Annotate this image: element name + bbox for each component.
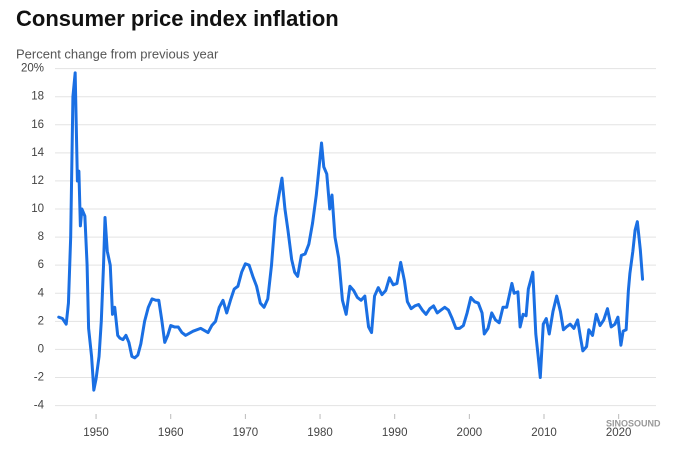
- x-tick-label: 2010: [531, 427, 557, 439]
- y-tick-label: 6: [38, 259, 44, 271]
- y-tick-label: -4: [34, 400, 45, 412]
- x-tick-label: 1960: [158, 427, 184, 439]
- line: [57, 71, 645, 392]
- y-tick-label: 16: [31, 119, 44, 131]
- x-tick-label: 1970: [233, 427, 259, 439]
- y-tick-label: 14: [31, 147, 44, 159]
- chart-title: Consumer price index inflation: [16, 6, 339, 31]
- x-tick-label: 1990: [382, 427, 408, 439]
- chart-subtitle: Percent change from previous year: [16, 46, 219, 61]
- y-tick-label: 10: [31, 203, 44, 215]
- x-tick-label: 2020: [606, 427, 632, 439]
- y-tick-label: 20%: [21, 63, 44, 75]
- x-tick-label: 2000: [457, 427, 483, 439]
- y-tick-label: 4: [38, 287, 45, 299]
- y-tick-label: 0: [38, 343, 44, 355]
- x-tick-label: 1950: [83, 427, 109, 439]
- y-tick-label: 8: [38, 231, 44, 243]
- x-tick-label: 1980: [307, 427, 333, 439]
- watermark: SINOSOUND: [606, 418, 661, 428]
- y-tick-label: 12: [31, 175, 44, 187]
- y-tick-label: 18: [31, 91, 44, 103]
- y-tick-label: 2: [38, 315, 44, 327]
- y-tick-label: -2: [34, 372, 44, 384]
